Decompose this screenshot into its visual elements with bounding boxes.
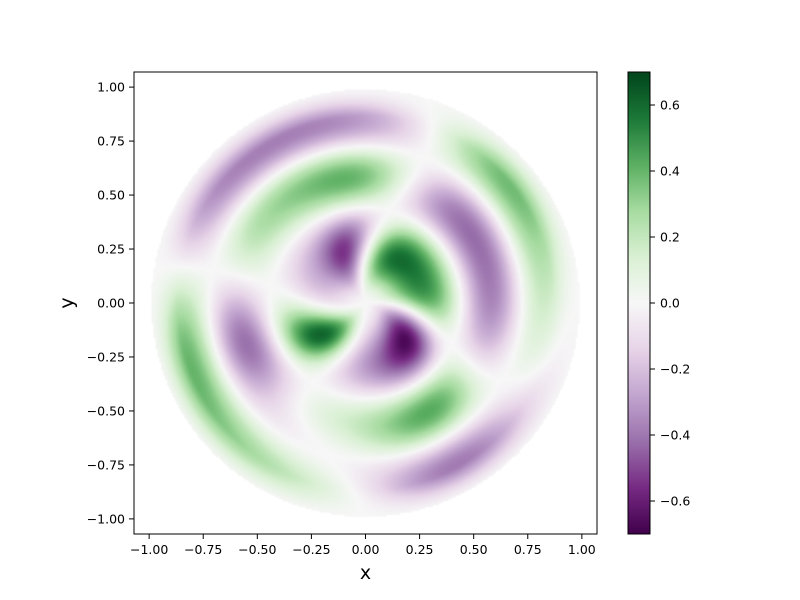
heatmap-field	[134, 72, 597, 534]
y-axis-label: y	[56, 297, 78, 308]
colorbar-tick-label: −0.6	[660, 494, 690, 509]
y-axis: 1.00 0.75 0.50 0.25 0.00 −0.25 −0.50 −0.75 −1.00	[87, 80, 134, 526]
x-tick-label: 0.75	[514, 542, 542, 557]
x-tick-label: −0.75	[184, 542, 222, 557]
y-tick-label: 0.25	[97, 242, 125, 257]
y-tick-label: 0.50	[97, 188, 125, 203]
y-tick-label: −1.00	[87, 511, 125, 526]
x-tick-label: −0.50	[238, 542, 276, 557]
x-axis-label: x	[360, 562, 371, 584]
y-tick-label: −0.75	[87, 457, 125, 472]
x-tick-label: −1.00	[130, 542, 168, 557]
y-tick-label: −0.25	[87, 349, 125, 364]
colorbar-axis: 0.6 0.4 0.2 0.0 −0.2 −0.4 −0.6	[650, 98, 690, 509]
colorbar-tick-label: 0.2	[660, 230, 680, 245]
x-tick-label: 0.25	[406, 542, 434, 557]
x-tick-label: 1.00	[568, 542, 596, 557]
y-tick-label: 0.75	[97, 134, 125, 149]
colorbar-tick-label: −0.4	[660, 428, 690, 443]
colorbar-tick-label: −0.2	[660, 362, 690, 377]
colorbar-tick-label: 0.0	[660, 296, 680, 311]
y-tick-label: −0.50	[87, 403, 125, 418]
y-tick-label: 0.00	[97, 296, 125, 311]
colorbar-tick-label: 0.4	[660, 164, 680, 179]
y-tick-label: 1.00	[97, 80, 125, 95]
x-tick-label: 0.50	[460, 542, 488, 557]
colorbar-tick-label: 0.6	[660, 98, 680, 113]
x-tick-label: 0.00	[352, 542, 380, 557]
x-axis: −1.00 −0.75 −0.50 −0.25 0.00 0.25 0.50 0.75 1.00	[130, 534, 596, 557]
x-tick-label: −0.25	[292, 542, 330, 557]
colorbar-fill	[628, 72, 650, 534]
